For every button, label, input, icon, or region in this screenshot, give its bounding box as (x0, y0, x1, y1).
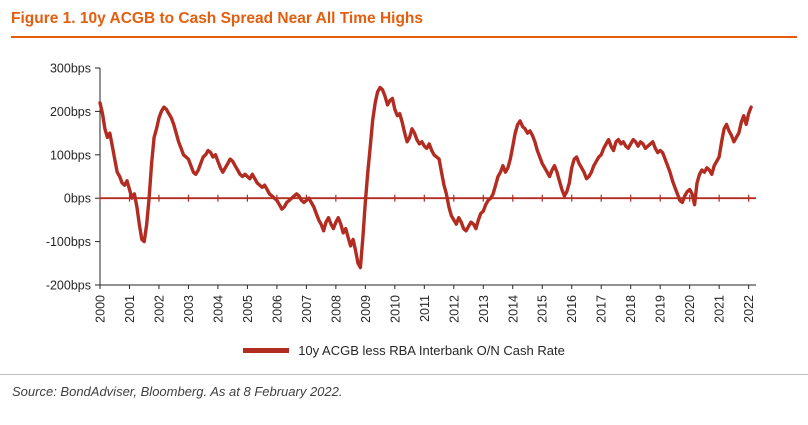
axis-tick-label: 2003 (182, 295, 196, 323)
axis-tick-label: -100bps (46, 235, 91, 249)
legend-line-swatch (243, 347, 290, 353)
figure-header: Figure 1. 10y ACGB to Cash Spread Near A… (0, 0, 808, 29)
axis-tick-label: 2013 (477, 295, 491, 323)
axis-tick-label: 2006 (270, 295, 284, 323)
axis-tick-label: 2010 (388, 295, 402, 323)
chart-area: 300bps 200bps 100bps 0bps -100bps -200bps 2000… (0, 38, 808, 338)
axis-tick-label: 2012 (447, 295, 461, 323)
axis-tick-label: 2000 (94, 295, 108, 323)
source-attribution: Source: BondAdviser, Bloomberg. As at 8 … (12, 384, 343, 399)
axis-tick-label: 2017 (595, 295, 609, 323)
axis-tick-label: 2001 (123, 295, 137, 323)
chart-legend: 10y ACGB less RBA Interbank O/N Cash Rat… (0, 340, 808, 360)
axis-tick-label: 300bps (50, 62, 91, 76)
axis-tick-label: 2014 (506, 295, 520, 323)
figure-title: Figure 1. 10y ACGB to Cash Spread Near A… (11, 10, 424, 27)
axis-tick-label: -200bps (46, 279, 91, 293)
title-underline-rule (11, 36, 797, 38)
legend-series-label: 10y ACGB less RBA Interbank O/N Cash Rat… (298, 342, 565, 358)
axis-tick-label: 2022 (742, 295, 756, 323)
axis-tick-label: 2005 (241, 295, 255, 323)
axis-tick-label: 2011 (418, 295, 432, 322)
axis-tick-label: 2018 (624, 295, 638, 323)
axis-tick-label: 100bps (50, 148, 91, 162)
axis-tick-label: 2019 (654, 295, 668, 323)
axis-tick-label: 0bps (64, 192, 91, 206)
axis-tick-label: 2020 (683, 295, 697, 323)
axis-tick-label: 200bps (50, 105, 91, 119)
axis-tick-label: 2021 (713, 295, 727, 323)
spread-line-chart: 300bps 200bps 100bps 0bps -100bps -200bps2000… (46, 62, 756, 323)
axis-tick-label: 2016 (565, 295, 579, 323)
axis-tick-label: 2004 (211, 295, 225, 323)
spread-series-line (98, 85, 753, 270)
axis-tick-label: 2008 (329, 295, 343, 323)
axis-tick-label: 2002 (152, 295, 166, 323)
axis-tick-label: 2015 (536, 295, 550, 323)
figure-footer: Source: BondAdviser, Bloomberg. As at 8 … (0, 374, 808, 399)
axis-tick-label: 2009 (359, 295, 373, 323)
axis-tick-label: 2007 (300, 295, 314, 323)
